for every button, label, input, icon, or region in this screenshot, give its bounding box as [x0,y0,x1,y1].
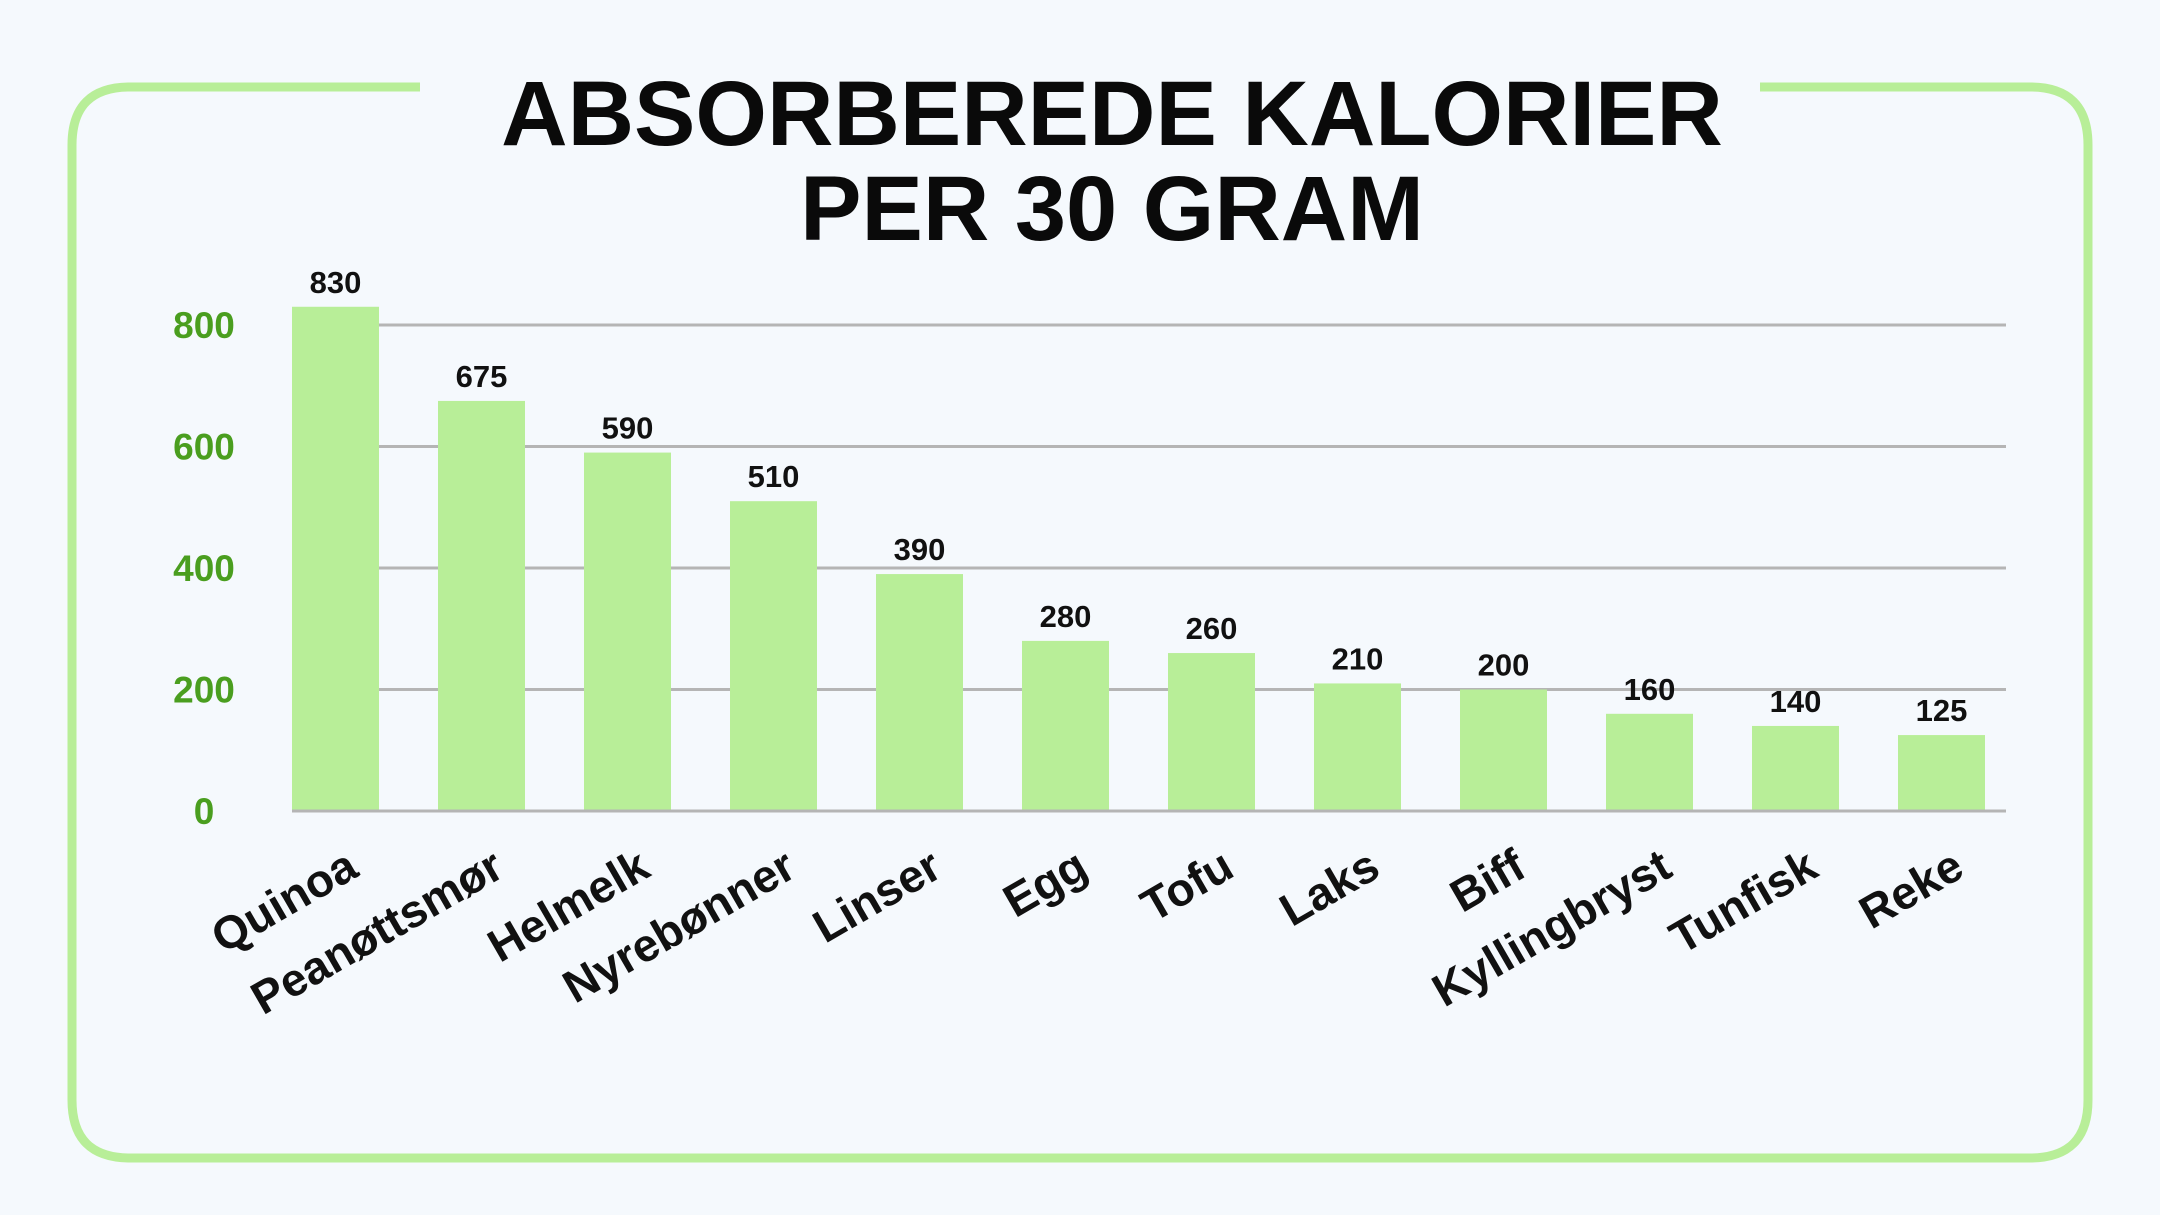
value-label: 675 [456,359,508,394]
value-label: 210 [1332,641,1384,676]
value-label: 390 [894,532,946,567]
value-label: 830 [310,265,362,300]
x-tick-label: Egg [994,839,1095,927]
bar [876,574,963,811]
bar [438,400,525,811]
value-label: 590 [602,411,654,446]
chart-title-line-1: ABSORBEREDE KALORIER [501,63,1723,165]
y-tick-label: 600 [173,427,235,468]
chart-title-line-2: PER 30 GRAM [800,158,1424,260]
y-tick-label: 0 [194,791,215,832]
value-label: 140 [1770,684,1822,719]
bar [730,501,817,811]
x-tick-label: Linser [804,839,950,953]
x-tick-label: Laks [1271,839,1388,936]
x-tick-label: Tofu [1132,839,1241,932]
bar [1022,640,1109,811]
bar [584,452,671,811]
bar [292,306,379,811]
y-tick-label: 200 [173,670,235,711]
x-tick-label: Tunfisk [1661,838,1826,963]
bar [1460,689,1547,811]
value-label: 125 [1916,693,1968,728]
bar [1168,653,1255,811]
value-label: 280 [1040,599,1092,634]
value-label: 260 [1186,611,1238,646]
bar [1898,735,1985,811]
y-tick-label: 400 [173,548,235,589]
value-label: 200 [1478,648,1530,683]
bar [1752,725,1839,811]
bar [1314,683,1401,811]
frame [67,82,2093,1163]
y-tick-label: 800 [173,305,235,346]
x-tick-label: Reke [1850,839,1971,939]
value-label: 160 [1624,672,1676,707]
value-label: 510 [748,459,800,494]
x-tick-label: Biff [1441,838,1534,922]
bar [1606,713,1693,811]
